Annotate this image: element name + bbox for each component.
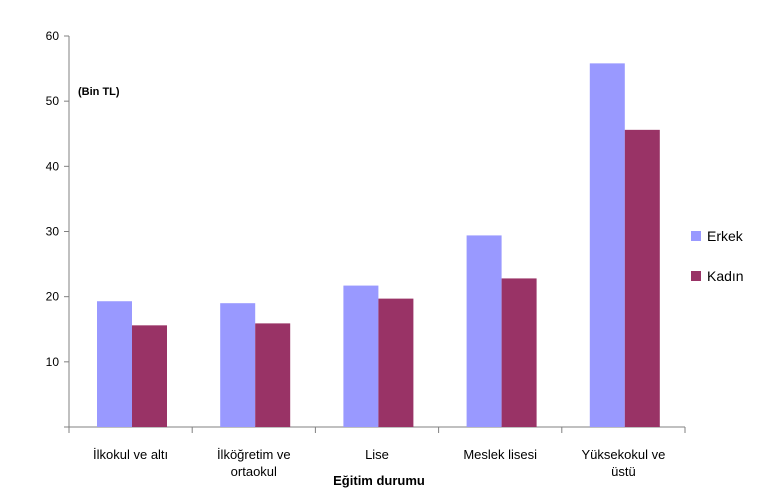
bar-kadin [501,278,537,427]
x-tick-label: Yüksekokul ve [581,447,665,462]
axes [64,35,686,433]
bar-erkek [343,285,379,427]
legend: Erkek Kadın [691,228,744,284]
bar-erkek [589,63,625,428]
bar-erkek [220,303,256,427]
x-tick-label: ortaokul [231,464,277,479]
legend-swatch [691,271,701,281]
bars [97,63,660,428]
y-tick-label: 50 [46,94,60,108]
legend-label: Erkek [707,228,744,244]
labels: 10 20 30 40 50 60 İlkokul ve altı İlköğretim ve… [46,29,666,479]
bar-erkek [97,301,132,427]
bar-kadin [255,323,291,427]
bar-erkek [466,235,502,427]
bar-kadin [624,129,660,427]
y-tick-label: 60 [46,29,60,43]
bar-kadin [132,325,167,427]
x-tick-label: üstü [611,464,636,479]
y-tick-label: 40 [46,159,60,173]
legend-swatch [691,231,701,241]
x-axis-title: Eğitim durumu [333,473,425,488]
x-tick-label: Meslek lisesi [463,447,537,462]
bar-kadin [378,298,414,427]
y-tick-label: 30 [46,225,60,239]
x-tick-label: İlkokul ve altı [93,447,168,462]
x-tick-label: İlköğretim ve [217,447,291,462]
unit-label: (Bin TL) [78,86,120,98]
legend-label: Kadın [707,268,744,284]
y-tick-label: 20 [46,290,60,304]
y-tick-label: 10 [46,355,60,369]
x-tick-label: Lise [365,447,389,462]
